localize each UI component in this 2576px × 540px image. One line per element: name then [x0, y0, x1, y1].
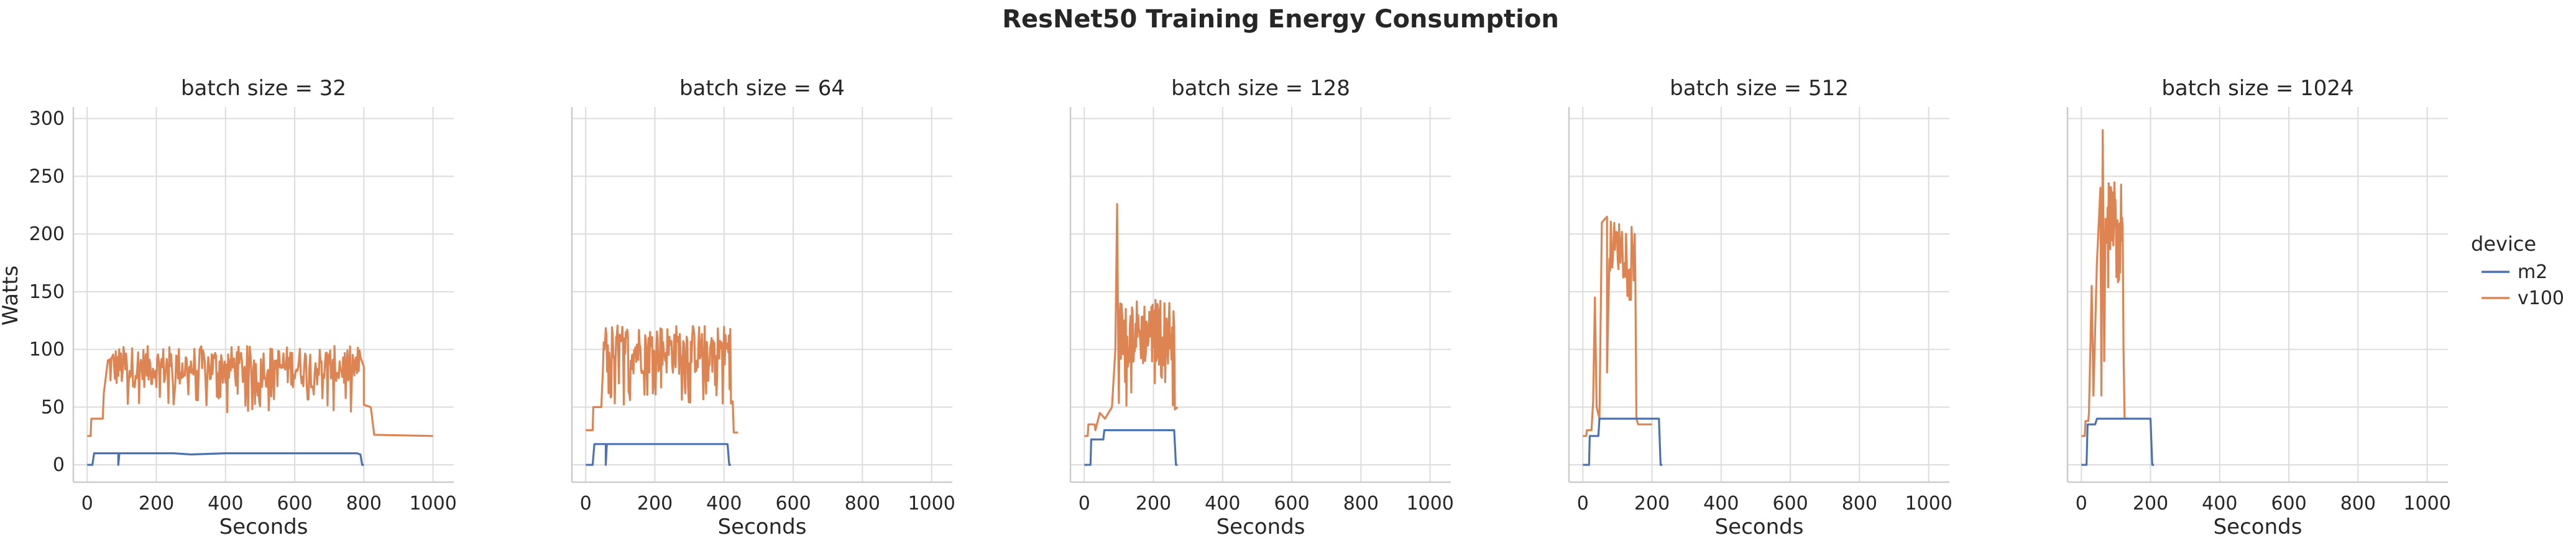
x-tick-label: 0 [1079, 493, 1090, 514]
x-axis-label: Seconds [2214, 514, 2302, 539]
legend-label-m2: m2 [2518, 261, 2547, 283]
x-tick-label: 800 [1842, 493, 1877, 514]
x-axis-label: Seconds [718, 514, 807, 539]
x-tick-label: 200 [1136, 493, 1171, 514]
facet-panel: batch size = 32 0 200 400 600 800 1000 0 50 100 15… [29, 76, 457, 539]
series-line-v100 [87, 345, 433, 437]
series-line-m2 [2081, 417, 2155, 466]
facet-panel: batch size = 512 0 200 400 600 800 1000 Seconds [1568, 76, 1953, 539]
x-tick-label: 0 [2076, 493, 2087, 514]
x-tick-label: 800 [2340, 493, 2376, 514]
facet-panel: batch size = 1024 0 200 400 600 800 1000 Second… [2066, 76, 2451, 539]
y-tick-label: 250 [29, 165, 65, 187]
x-tick-label: 600 [2271, 493, 2306, 514]
x-tick-label: 600 [1772, 493, 1808, 514]
x-tick-label: 600 [775, 493, 811, 514]
facet-panels: batch size = 32 0 200 400 600 800 1000 0 50 100 15… [29, 76, 2451, 539]
y-tick-label: 200 [29, 223, 65, 245]
x-tick-label: 200 [2133, 493, 2168, 514]
y-tick-label: 50 [41, 396, 65, 418]
x-tick-label: 800 [845, 493, 880, 514]
x-tick-label: 400 [2202, 493, 2237, 514]
x-tick-label: 800 [1343, 493, 1379, 514]
legend-label-v100: v100 [2518, 287, 2564, 309]
legend: device m2 v100 [2471, 232, 2564, 309]
facet-title: batch size = 32 [181, 76, 346, 101]
series-line-m2 [1583, 417, 1663, 466]
x-tick-label: 1000 [908, 493, 955, 514]
y-axis-label: Watts [0, 266, 23, 326]
x-tick-label: 400 [1703, 493, 1739, 514]
series-line-m2 [1084, 429, 1178, 466]
legend-title: device [2471, 232, 2536, 256]
y-tick-label: 150 [29, 281, 65, 303]
series-line-m2 [586, 443, 731, 466]
facet-title: batch size = 64 [679, 76, 845, 101]
x-tick-label: 1000 [2403, 493, 2450, 514]
y-tick-label: 100 [29, 339, 65, 361]
facet-title: batch size = 128 [1171, 76, 1350, 101]
x-axis-label: Seconds [219, 514, 308, 539]
x-tick-label: 0 [580, 493, 592, 514]
series-line-v100 [1583, 215, 1652, 437]
series-line-v100 [1084, 203, 1179, 437]
y-tick-label: 0 [53, 454, 65, 476]
x-tick-label: 200 [637, 493, 673, 514]
facet-panel: batch size = 64 0 200 400 600 800 1000 Seconds [571, 76, 955, 539]
x-tick-label: 600 [1274, 493, 1309, 514]
facet-panel: batch size = 128 0 200 400 600 800 1000 Seconds [1069, 76, 1454, 539]
x-tick-label: 600 [277, 493, 312, 514]
x-tick-label: 400 [208, 493, 243, 514]
y-tick-label: 300 [29, 108, 65, 130]
x-tick-label: 800 [346, 493, 382, 514]
series-line-v100 [2081, 129, 2128, 437]
x-tick-label: 1000 [1406, 493, 1453, 514]
series-line-m2 [87, 452, 364, 466]
facet-title: batch size = 1024 [2161, 76, 2353, 101]
x-tick-label: 1000 [409, 493, 456, 514]
x-tick-label: 200 [1634, 493, 1670, 514]
x-tick-label: 400 [706, 493, 742, 514]
chart-title: ResNet50 Training Energy Consumption [1002, 5, 1559, 34]
x-tick-label: 200 [139, 493, 174, 514]
x-axis-label: Seconds [1715, 514, 1804, 539]
facet-title: batch size = 512 [1670, 76, 1849, 101]
x-tick-label: 1000 [1905, 493, 1952, 514]
x-tick-label: 400 [1205, 493, 1240, 514]
x-axis-label: Seconds [1217, 514, 1305, 539]
series-line-v100 [586, 324, 738, 434]
x-tick-label: 0 [1577, 493, 1589, 514]
x-tick-label: 0 [81, 493, 93, 514]
